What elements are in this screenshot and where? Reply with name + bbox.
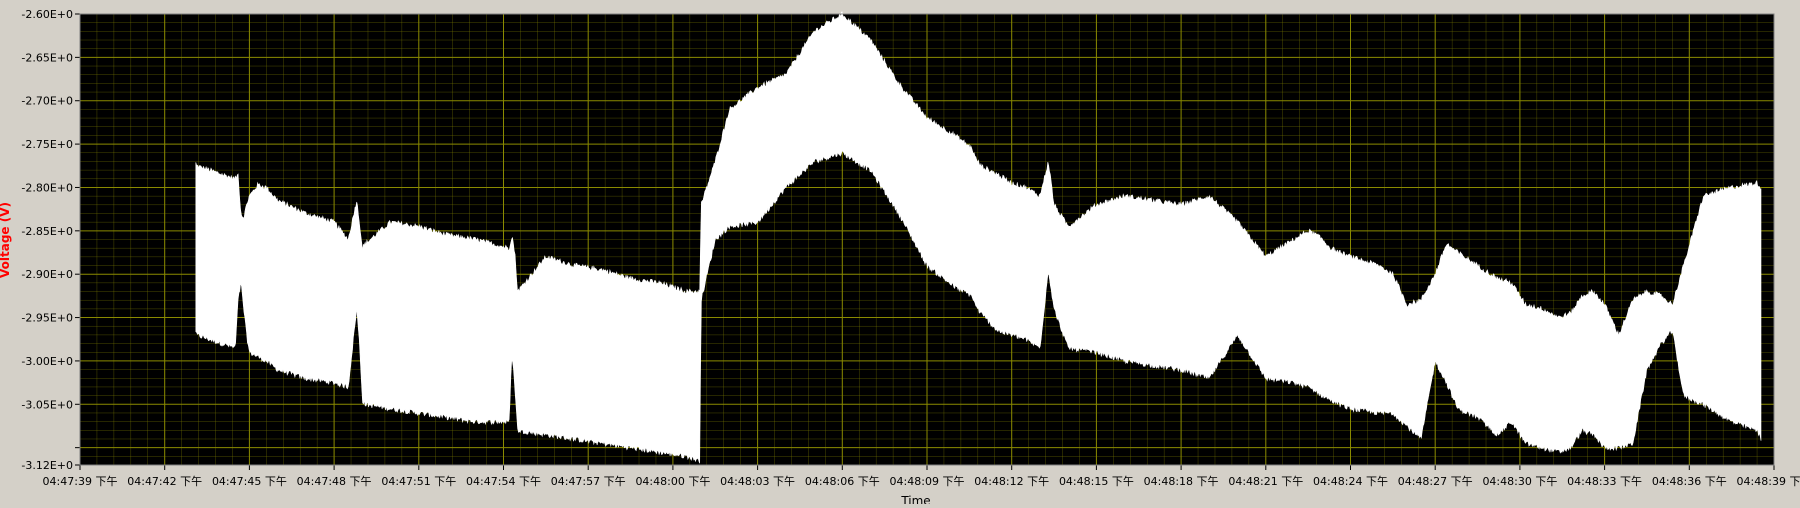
y-tick-label: -3.00E+0: [21, 355, 73, 368]
y-tick-label: -2.60E+0: [21, 8, 73, 21]
x-tick-label: 04:48:18 下午: [1144, 475, 1219, 488]
y-tick-label: -2.75E+0: [21, 138, 73, 151]
y-tick-label: -3.12E+0: [21, 459, 73, 472]
signal-envelope: [195, 11, 1762, 464]
x-tick-label: 04:47:54 下午: [466, 475, 541, 488]
x-tick-label: 04:48:30 下午: [1482, 475, 1557, 488]
x-tick-label: 04:48:36 下午: [1652, 475, 1727, 488]
x-tick-label: 04:48:09 下午: [890, 475, 965, 488]
x-tick-label: 04:47:48 下午: [297, 475, 372, 488]
signal-layer: [195, 11, 1762, 464]
x-tick-label: 04:48:27 下午: [1398, 475, 1473, 488]
y-tick-label: -2.70E+0: [21, 95, 73, 108]
y-tick-label: -2.95E+0: [21, 312, 73, 325]
x-tick-label: 04:48:15 下午: [1059, 475, 1134, 488]
x-tick-label: 04:47:57 下午: [551, 475, 626, 488]
x-tick-label: 04:48:06 下午: [805, 475, 880, 488]
x-axis-ticks: 04:47:39 下午 04:47:42 下午 04:47:45 下午 04:47:4…: [43, 465, 1800, 488]
x-tick-label: 04:47:42 下午: [127, 475, 202, 488]
y-tick-label: -2.85E+0: [21, 225, 73, 238]
x-tick-label: 04:48:00 下午: [635, 475, 710, 488]
x-tick-label: 04:48:21 下午: [1228, 475, 1303, 488]
x-tick-label: 04:47:45 下午: [212, 475, 287, 488]
plot-border: [79, 13, 1775, 466]
x-tick-label: 04:48:03 下午: [720, 475, 795, 488]
x-axis-label: Time: [900, 494, 930, 504]
y-tick-label: -3.05E+0: [21, 398, 73, 411]
x-tick-label: 04:48:12 下午: [974, 475, 1049, 488]
x-tick-label: 04:48:24 下午: [1313, 475, 1388, 488]
y-axis-label: Voltage (V): [0, 202, 12, 278]
x-tick-label: 04:48:39 下午: [1737, 475, 1800, 488]
y-tick-label: -2.80E+0: [21, 181, 73, 194]
y-tick-label: -2.90E+0: [21, 268, 73, 281]
x-tick-label: 04:47:51 下午: [381, 475, 456, 488]
x-tick-label: 04:47:39 下午: [43, 475, 118, 488]
y-tick-label: -2.65E+0: [21, 51, 73, 64]
x-tick-label: 04:48:33 下午: [1567, 475, 1642, 488]
y-axis-ticks: -2.60E+0 -2.65E+0 -2.70E+0 -2.75E+0 -2.80E+0…: [21, 8, 80, 472]
